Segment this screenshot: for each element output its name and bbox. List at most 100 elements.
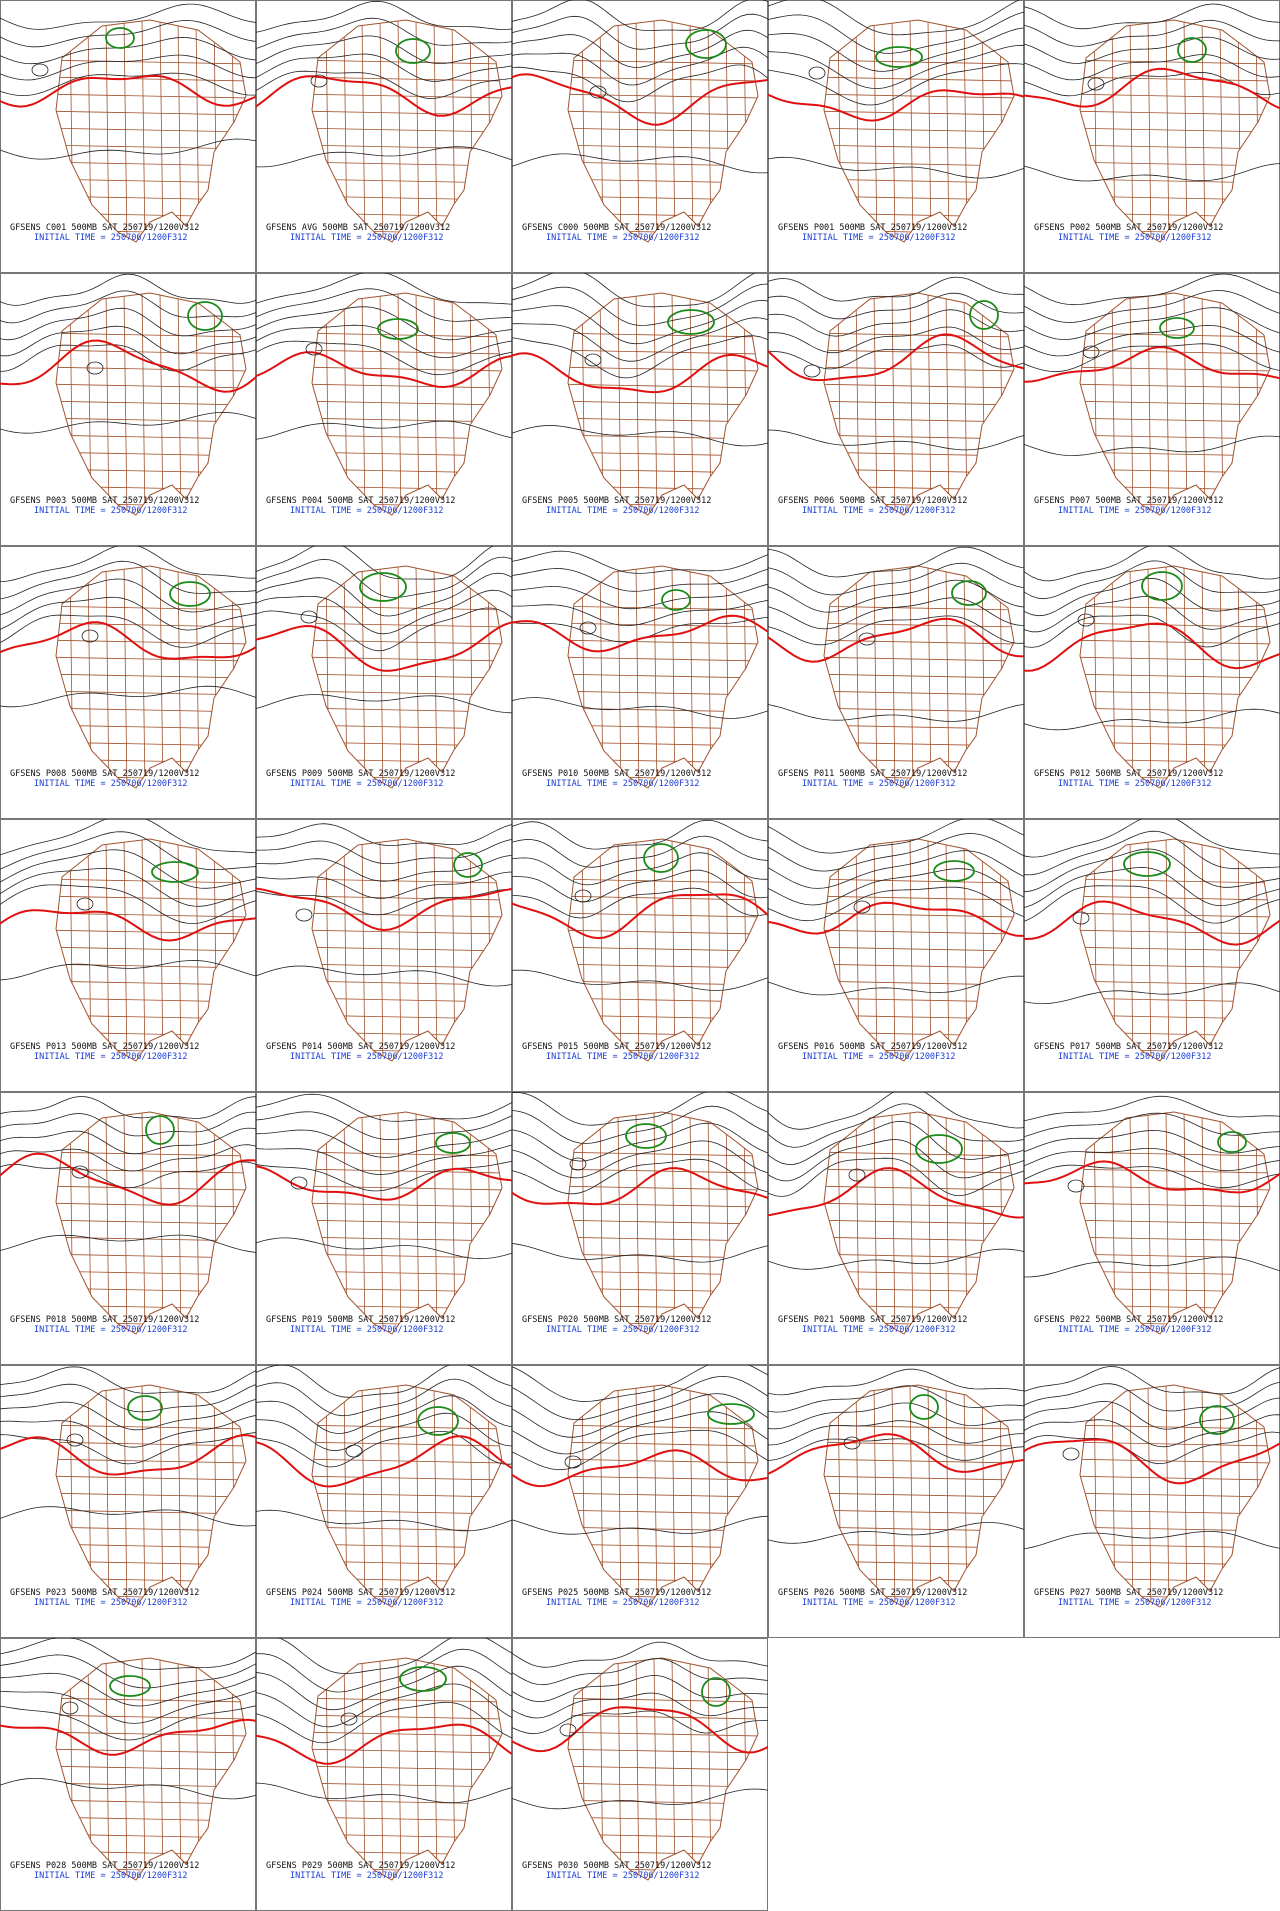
height-contour [1024, 435, 1280, 457]
contours [1024, 1366, 1280, 1550]
height-contour [1062, 1447, 1080, 1461]
state-line [909, 1385, 914, 1607]
contour-552 [707, 1403, 755, 1425]
height-contour [0, 614, 256, 648]
contour-576 [1024, 1438, 1280, 1485]
state-line [159, 566, 164, 788]
state-line [824, 144, 1014, 150]
contours [256, 273, 512, 440]
height-contour [512, 1411, 768, 1455]
init-time: INITIAL TIME = 250706/1200F312 [290, 506, 444, 516]
state-line [312, 332, 502, 338]
panel-border [1024, 0, 1280, 273]
state-line [123, 1385, 128, 1607]
height-contour [0, 578, 256, 616]
height-contour [0, 290, 256, 324]
state-line [1080, 144, 1270, 150]
coastline [1079, 1111, 1271, 1335]
state-line [568, 1765, 758, 1771]
init-time: INITIAL TIME = 250706/1200F312 [34, 1052, 188, 1062]
height-contour [0, 1399, 256, 1431]
map-panel: GFSENS P025 500MB SAT 250719/1200V312INI… [512, 1365, 768, 1638]
height-contour [1024, 273, 1280, 306]
height-contour [803, 364, 821, 378]
contour-576 [0, 909, 256, 942]
contour-576 [1024, 1160, 1280, 1194]
height-contour [1067, 1179, 1085, 1193]
panel-border [256, 273, 512, 546]
coastline [311, 1384, 503, 1608]
panel-border [0, 819, 256, 1092]
state-line [415, 1112, 420, 1334]
contour-552 [395, 38, 431, 64]
contours [768, 276, 1024, 451]
state-line [689, 839, 694, 1061]
contour-576 [256, 1435, 512, 1488]
contour-552 [109, 1675, 151, 1697]
panel-title: GFSENS P007 500MB SAT 250719/1200V312 [1034, 496, 1223, 506]
state-line [1129, 839, 1134, 1061]
state-line [635, 293, 640, 515]
height-contour [512, 425, 768, 447]
height-contour [1024, 830, 1280, 876]
state-line [415, 293, 420, 515]
init-time: INITIAL TIME = 250706/1200F312 [546, 1325, 700, 1335]
state-line [824, 1151, 1014, 1157]
height-contour [768, 1157, 1024, 1197]
state-line [1147, 1112, 1152, 1334]
height-contour [768, 276, 1024, 302]
contour-576 [1024, 346, 1280, 383]
height-contour [512, 335, 768, 379]
init-time: INITIAL TIME = 250706/1200F312 [34, 233, 188, 243]
coastline [311, 565, 503, 789]
contour-576 [1024, 622, 1280, 672]
height-contour [512, 835, 768, 868]
height-contour [512, 29, 768, 68]
map-panel: GFSENS P015 500MB SAT 250719/1200V312INI… [512, 819, 768, 1092]
state-line [105, 839, 110, 1061]
height-contour [768, 1385, 1024, 1413]
state-line [671, 566, 676, 788]
height-contour [256, 1160, 512, 1192]
state-line [141, 566, 146, 788]
state-line [1080, 1492, 1270, 1498]
contours [0, 273, 256, 434]
map-panel: GFSENS P024 500MB SAT 250719/1200V312INI… [256, 1365, 512, 1638]
contours [1024, 3, 1280, 182]
height-contour [256, 1665, 512, 1711]
state-line [433, 1658, 438, 1880]
panel-title: GFSENS P014 500MB SAT 250719/1200V312 [266, 1042, 455, 1052]
height-contour [256, 607, 512, 652]
state-line [568, 400, 758, 406]
height-contour [256, 1093, 512, 1122]
state-line [891, 293, 896, 515]
state-line [433, 20, 438, 242]
coastline [1079, 292, 1271, 516]
state-line [909, 293, 914, 515]
contour-576 [768, 617, 1024, 663]
state-line [1129, 20, 1134, 242]
contours [1024, 1095, 1280, 1278]
height-contour [512, 1092, 768, 1126]
state-line [568, 963, 758, 969]
height-contour [0, 20, 256, 48]
state-line [617, 20, 622, 242]
panel-title: GFSENS C000 500MB SAT 250719/1200V312 [522, 223, 711, 233]
contour-552 [1159, 317, 1195, 339]
state-line [1201, 293, 1206, 515]
init-time: INITIAL TIME = 250706/1200F312 [1058, 506, 1212, 516]
state-line [1080, 963, 1270, 969]
height-contour [81, 629, 99, 643]
height-contour [768, 1248, 1024, 1270]
height-contour [256, 35, 512, 65]
state-line [653, 293, 658, 515]
contour-552 [909, 1394, 939, 1420]
init-time: INITIAL TIME = 250706/1200F312 [546, 233, 700, 243]
height-contour [0, 1638, 256, 1670]
map-panel: GFSENS P012 500MB SAT 250719/1200V312INI… [1024, 546, 1280, 819]
height-contour [256, 273, 512, 305]
panel-title: GFSENS P005 500MB SAT 250719/1200V312 [522, 496, 711, 506]
height-contour [76, 897, 94, 911]
contours [768, 819, 1024, 996]
